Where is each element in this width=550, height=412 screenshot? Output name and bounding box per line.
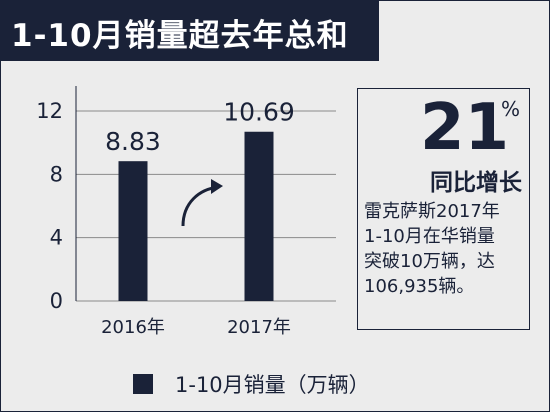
labels: 8.83 2016年 10.69 2017年	[101, 98, 295, 338]
growth-value: 21	[420, 91, 510, 165]
description-line: 雷克萨斯2017年	[364, 201, 500, 222]
bar	[244, 131, 274, 301]
title-bar: 1-10月销量超去年总和	[1, 1, 379, 61]
legend-label: 1-10月销量（万辆）	[175, 373, 370, 397]
growth-info-box: 21 % 同比增长 雷克萨斯2017年 1-10月在华销量 突破10万辆，达 1…	[357, 88, 530, 330]
bars	[118, 131, 274, 301]
y-tick-label: 8	[50, 162, 63, 186]
growth-description: 雷克萨斯2017年 1-10月在华销量 突破10万辆，达 106,935辆。	[364, 199, 528, 299]
x-category-label: 2017年	[227, 317, 291, 338]
y-axis: 0 4 8 12	[36, 86, 77, 313]
legend-swatch	[133, 374, 153, 394]
bar-chart: 0 4 8 12 8.83 2016年 10.69 2017年	[36, 86, 336, 338]
growth-label: 同比增长	[430, 170, 522, 196]
page-title: 1-10月销量超去年总和	[11, 18, 349, 54]
y-tick-label: 4	[50, 226, 63, 250]
data-label: 8.83	[105, 127, 161, 156]
x-category-label: 2016年	[101, 317, 165, 338]
chart-legend: 1-10月销量（万辆）	[133, 369, 370, 399]
data-label: 10.69	[223, 98, 295, 127]
growth-unit: %	[501, 97, 521, 121]
description-line: 突破10万辆，达	[364, 251, 495, 272]
description-line: 106,935辆。	[364, 276, 475, 297]
y-tick-label: 0	[50, 289, 63, 313]
trend-arrow-icon	[181, 179, 223, 227]
bar	[118, 161, 148, 301]
description-line: 1-10月在华销量	[364, 226, 495, 247]
y-tick-label: 12	[36, 99, 63, 123]
